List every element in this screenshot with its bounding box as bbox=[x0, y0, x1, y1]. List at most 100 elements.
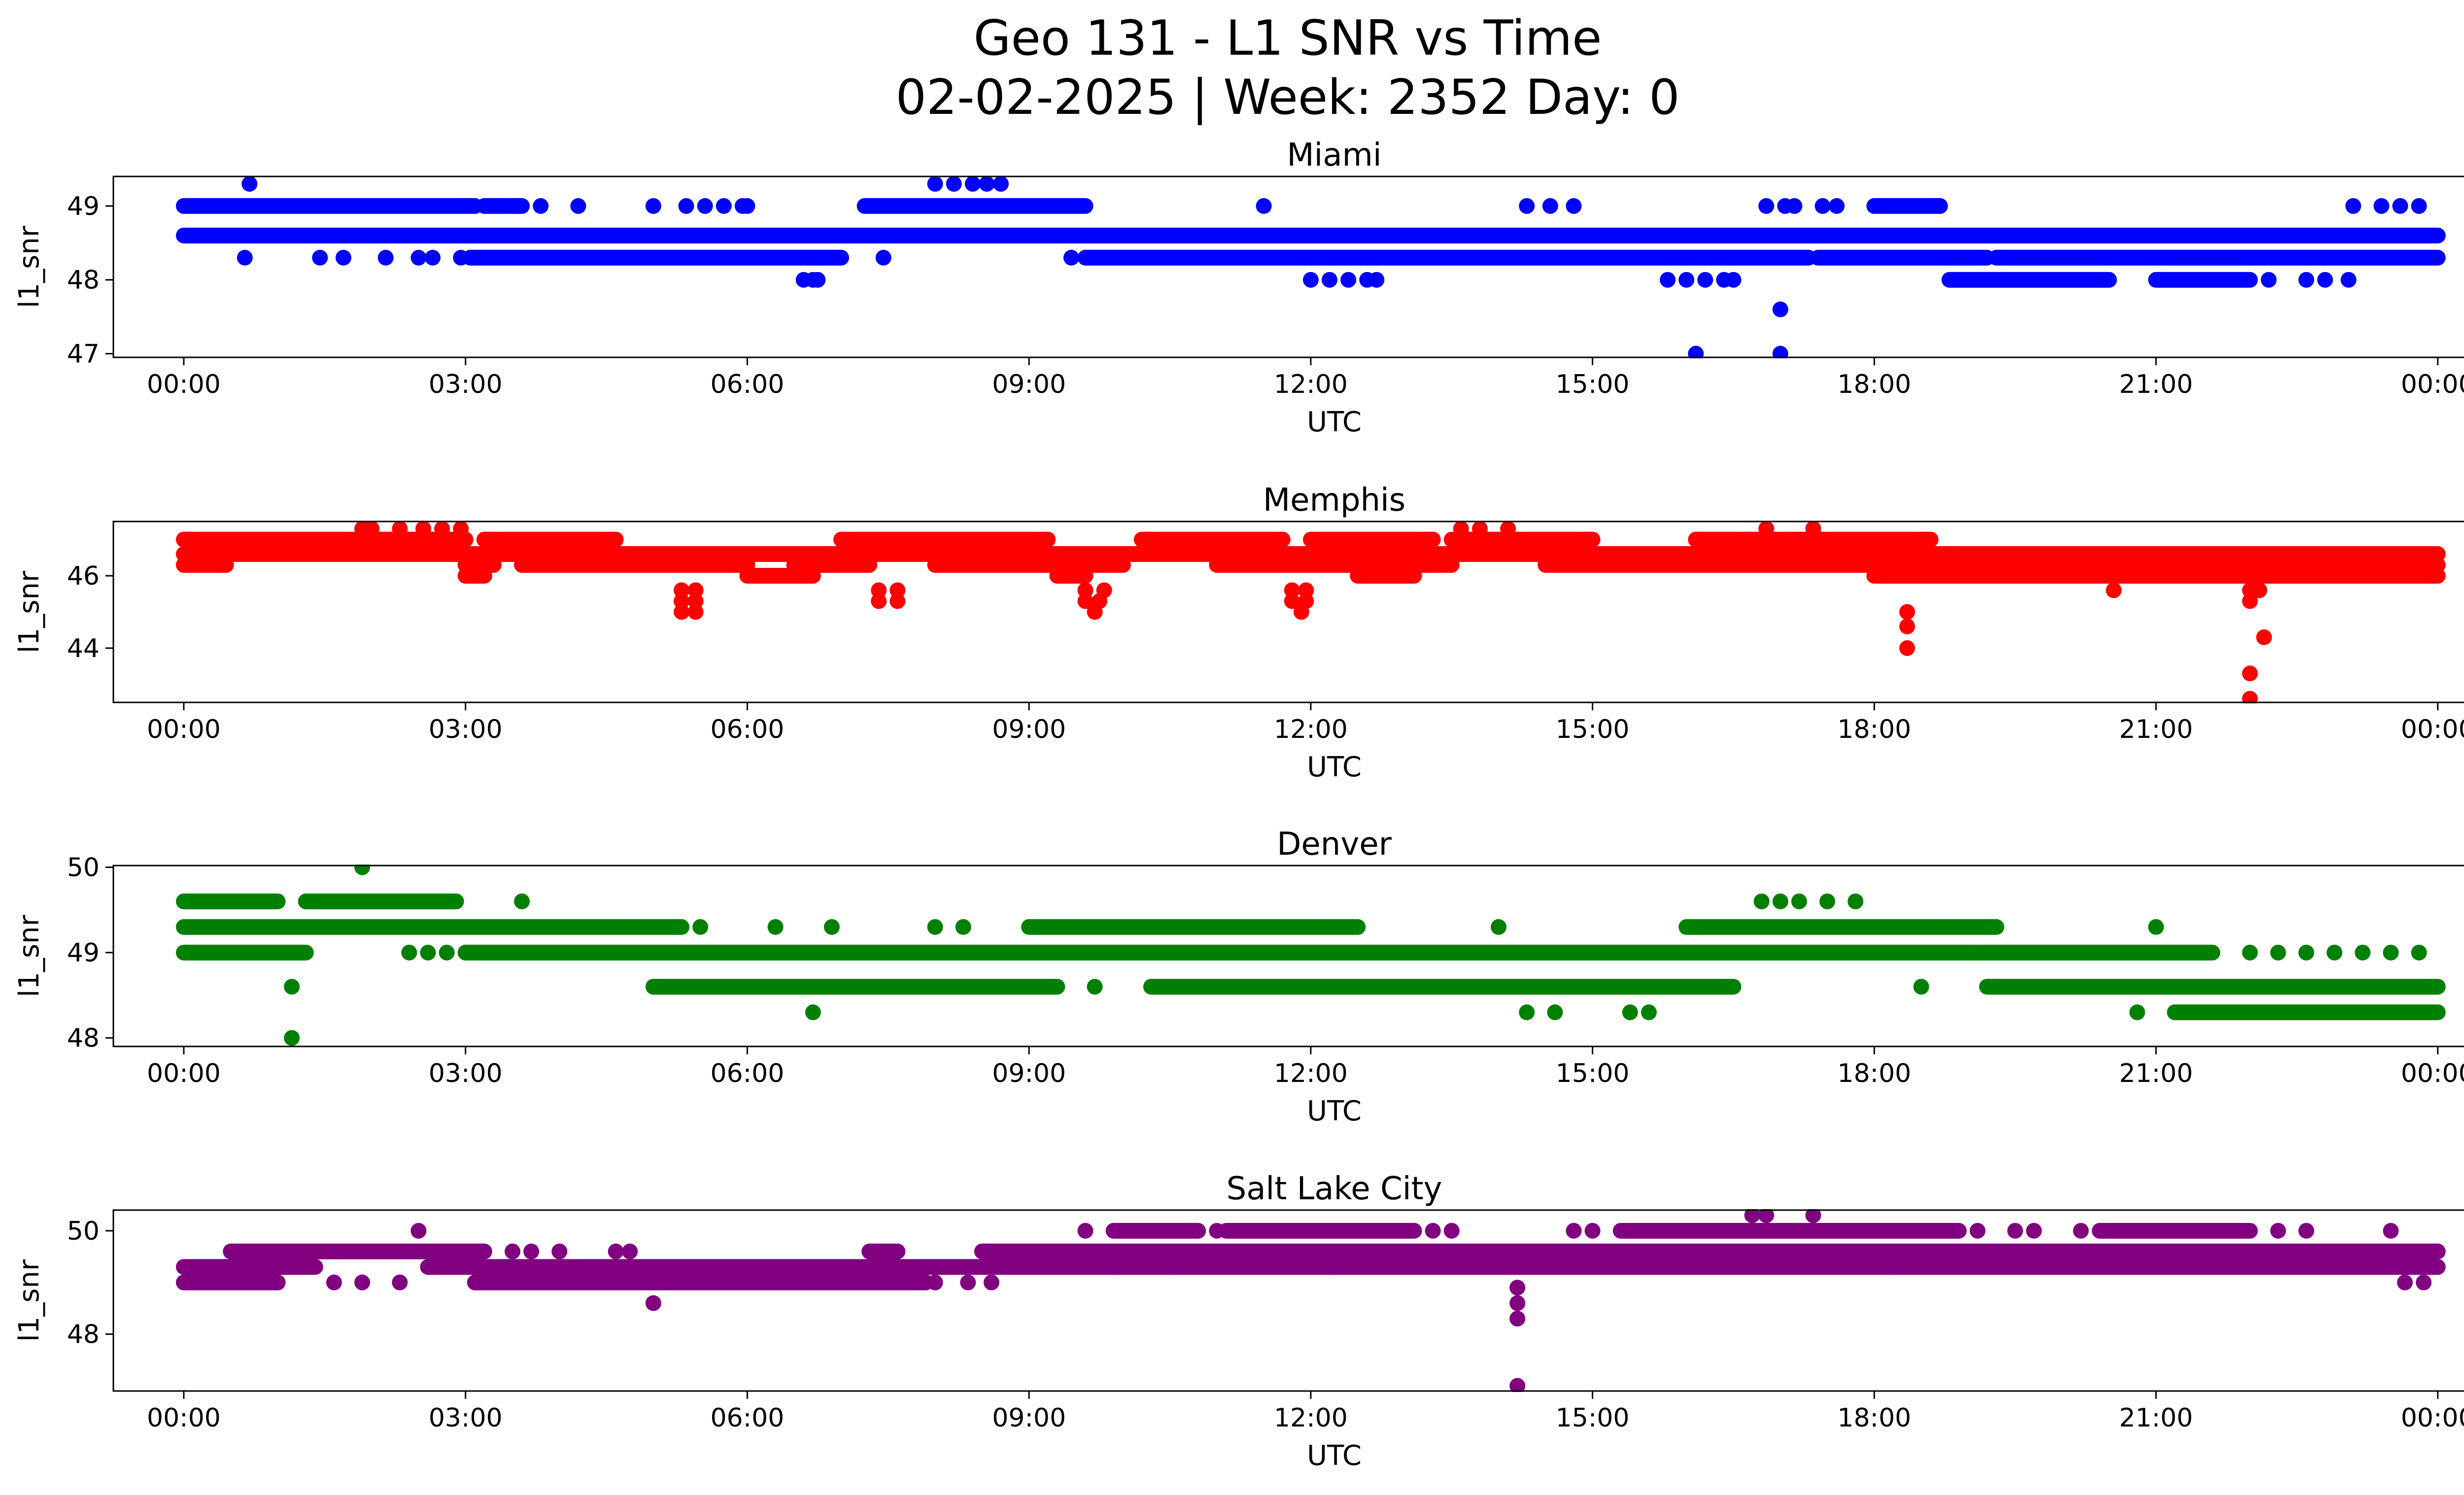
data-point bbox=[1500, 521, 1516, 537]
x-tick-label: 03:00 bbox=[429, 1059, 503, 1088]
data-point bbox=[1899, 618, 1916, 634]
data-point bbox=[509, 198, 525, 214]
data-point bbox=[411, 1222, 427, 1239]
data-point bbox=[2392, 198, 2408, 214]
y-tick-label: 48 bbox=[67, 266, 100, 295]
x-tick-label: 21:00 bbox=[2119, 1059, 2193, 1088]
data-point bbox=[434, 521, 450, 537]
data-point bbox=[871, 582, 887, 598]
figure-title: Geo 131 - L1 SNR vs Time 02-02-2025 | We… bbox=[0, 9, 2464, 127]
data-point bbox=[514, 893, 530, 909]
panel-denver: Denver 00:00 03:00 06:00 09:00 12:00 15:00 18:0… bbox=[13, 826, 2464, 1127]
data-point bbox=[687, 593, 704, 609]
x-tick-label: 12:00 bbox=[1274, 1403, 1348, 1433]
x-tick-label: 00:00 bbox=[147, 1059, 221, 1088]
panel-title: Denver bbox=[1277, 826, 1392, 863]
data-point bbox=[2007, 1222, 2023, 1239]
data-point bbox=[1369, 272, 1385, 288]
x-tick-label: 21:00 bbox=[2119, 370, 2193, 399]
data-point bbox=[983, 1274, 999, 1290]
data-point bbox=[1547, 1004, 1563, 1020]
x-tick-label: 09:00 bbox=[992, 1059, 1066, 1088]
data-point bbox=[1913, 978, 1929, 995]
y-tick-label: 50 bbox=[67, 853, 100, 882]
data-point bbox=[1509, 1378, 1526, 1392]
data-point bbox=[284, 978, 300, 995]
data-point bbox=[1284, 593, 1300, 609]
figure-title-line-1: Geo 131 - L1 SNR vs Time bbox=[973, 10, 1602, 67]
figure-title-line-2: 02-02-2025 | Week: 2352 Day: 0 bbox=[895, 70, 1680, 126]
x-tick-label: 15:00 bbox=[1556, 1403, 1630, 1433]
data-point bbox=[1453, 521, 1469, 537]
data-point bbox=[608, 1243, 624, 1259]
data-point bbox=[2242, 593, 2258, 609]
data-point bbox=[1566, 198, 1582, 214]
plot-frame bbox=[112, 521, 2464, 703]
data-point bbox=[1077, 582, 1094, 598]
data-point bbox=[927, 175, 943, 192]
x-tick-label: 03:00 bbox=[429, 1403, 503, 1433]
data-point bbox=[237, 249, 253, 266]
data-point bbox=[697, 198, 713, 214]
scatter-series bbox=[175, 175, 2446, 358]
data-point bbox=[1519, 198, 1535, 214]
data-point bbox=[392, 1274, 408, 1290]
data-point bbox=[2270, 944, 2286, 961]
data-point bbox=[1209, 1222, 1225, 1239]
data-point bbox=[2148, 919, 2164, 935]
data-point bbox=[335, 249, 351, 266]
data-point bbox=[2298, 944, 2314, 961]
data-point bbox=[411, 249, 427, 266]
data-point bbox=[1063, 249, 1079, 266]
data-point bbox=[241, 175, 258, 192]
data-point bbox=[1725, 272, 1742, 288]
data-point bbox=[364, 521, 380, 537]
x-tick-label: 06:00 bbox=[710, 715, 784, 744]
data-point bbox=[1753, 893, 1770, 909]
data-point bbox=[2242, 665, 2258, 682]
data-point bbox=[377, 249, 394, 266]
x-axis-label: UTC bbox=[1307, 751, 1362, 783]
scatter-series bbox=[175, 865, 2446, 1046]
panel-title: Salt Lake City bbox=[1227, 1171, 1442, 1207]
data-point bbox=[875, 249, 891, 266]
data-point bbox=[1472, 521, 1488, 537]
data-point bbox=[2411, 944, 2427, 961]
data-point bbox=[490, 198, 507, 214]
data-point bbox=[2256, 629, 2272, 645]
data-point bbox=[1105, 1259, 1122, 1275]
data-point bbox=[2073, 1222, 2089, 1239]
data-point bbox=[424, 249, 441, 266]
data-point bbox=[1509, 1295, 1526, 1311]
data-point bbox=[401, 944, 417, 961]
x-tick-label: 00:00 bbox=[2401, 1059, 2464, 1088]
data-point bbox=[2270, 1222, 2286, 1239]
data-point bbox=[767, 919, 784, 935]
data-point bbox=[1772, 346, 1788, 358]
data-point bbox=[2242, 691, 2258, 703]
data-point bbox=[1340, 272, 1357, 288]
data-point bbox=[1321, 1259, 1337, 1275]
data-point bbox=[2106, 582, 2122, 598]
y-tick-label: 50 bbox=[67, 1217, 100, 1246]
data-point bbox=[415, 521, 431, 537]
y-tick-label: 49 bbox=[67, 939, 100, 968]
x-tick-label: 09:00 bbox=[992, 370, 1066, 399]
data-point bbox=[1491, 919, 1507, 935]
data-point bbox=[1772, 301, 1788, 317]
data-point bbox=[960, 1274, 976, 1290]
panel-title: Memphis bbox=[1263, 482, 1405, 519]
data-point bbox=[1660, 272, 1676, 288]
data-point bbox=[1509, 1311, 1526, 1327]
data-point bbox=[1425, 1222, 1441, 1239]
data-point bbox=[439, 944, 455, 961]
data-point bbox=[1814, 198, 1831, 214]
x-tick-label: 12:00 bbox=[1274, 1059, 1348, 1088]
x-tick-label: 15:00 bbox=[1556, 370, 1630, 399]
data-point bbox=[2383, 944, 2399, 961]
data-point bbox=[1772, 893, 1788, 909]
data-point bbox=[716, 198, 732, 214]
x-tick-label: 00:00 bbox=[2401, 370, 2464, 399]
data-point bbox=[979, 175, 995, 192]
